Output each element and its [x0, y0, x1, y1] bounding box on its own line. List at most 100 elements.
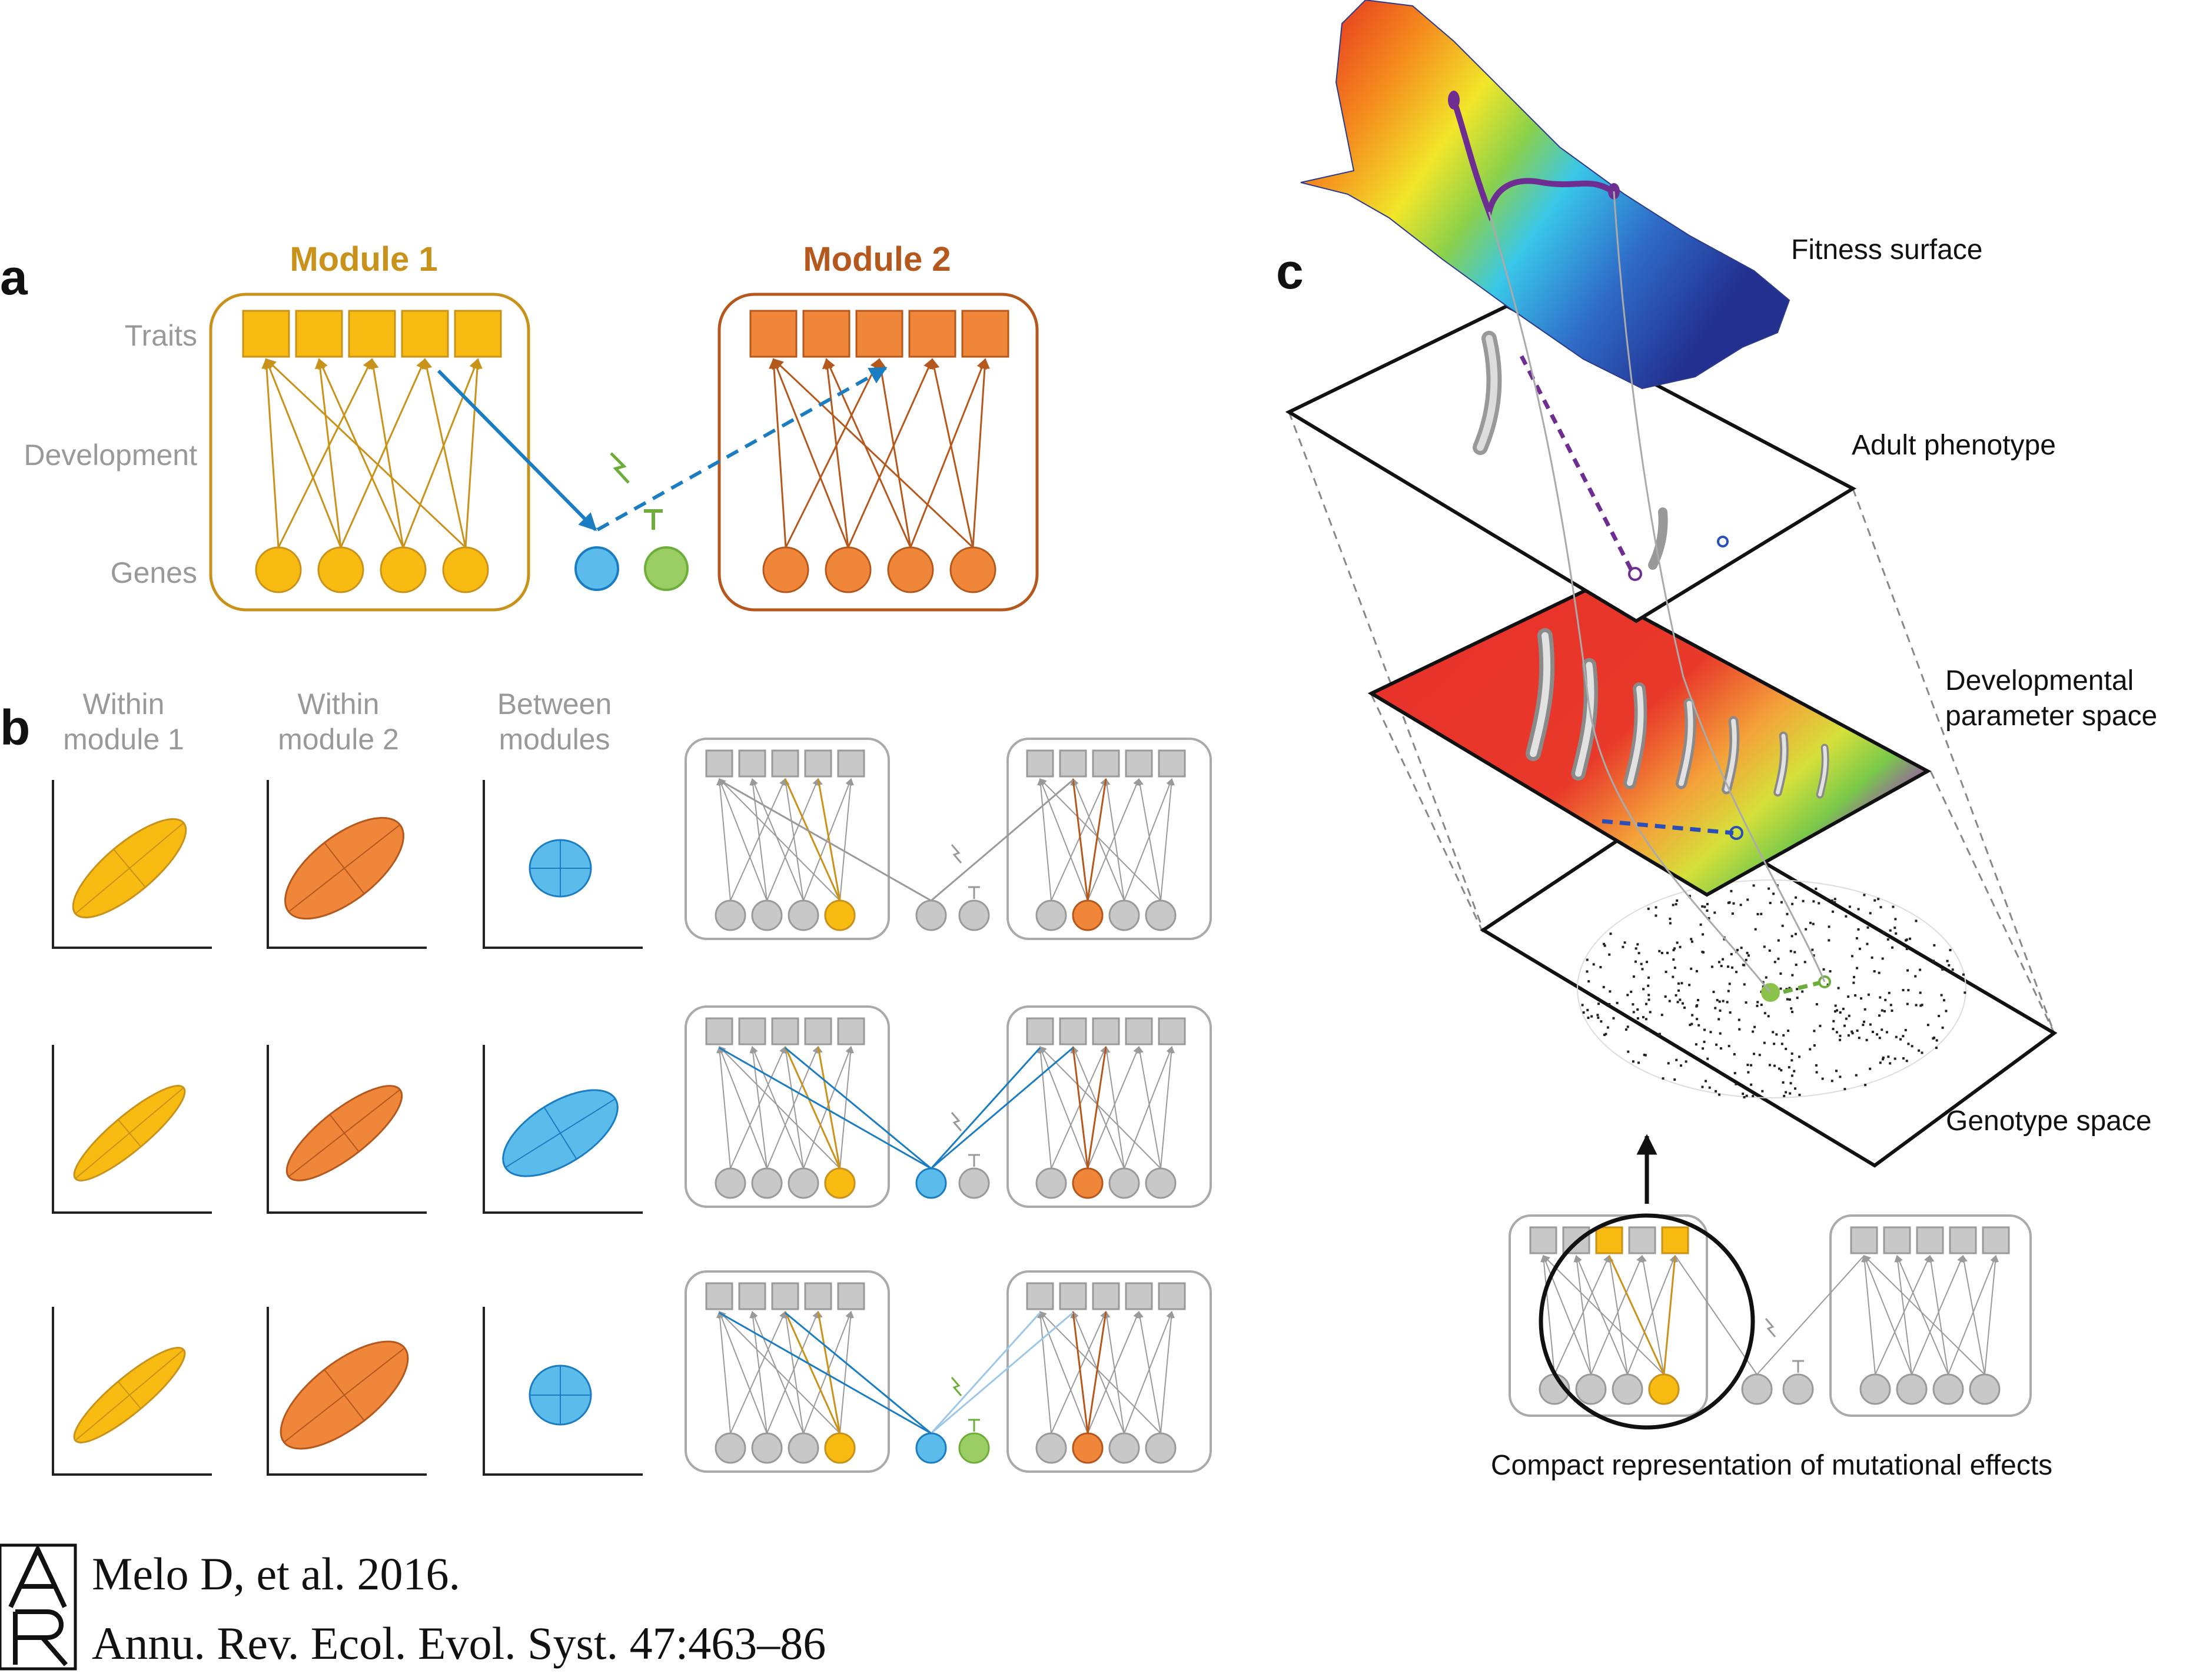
developmental-bones — [1526, 628, 1829, 799]
mini-m1-active-gene — [824, 1167, 856, 1199]
genotype-node — [1636, 1017, 1639, 1020]
ellipse-minor-axis — [324, 842, 365, 894]
genotype-node — [1773, 1042, 1776, 1045]
mini-m2-dev-arrow — [1072, 778, 1125, 901]
genotype-node — [1731, 912, 1734, 915]
mini-m1-trait-square — [771, 1017, 799, 1045]
genotype-node — [1787, 1030, 1790, 1032]
genotype-node — [1798, 1055, 1800, 1058]
genotype-node — [1733, 1053, 1736, 1056]
genotype-node — [1919, 991, 1922, 994]
genotype-node — [1851, 955, 1853, 958]
mini-m1-dev-arrow — [719, 778, 840, 901]
genotype-node — [1851, 1032, 1854, 1035]
mini-m1-dev-arrow — [749, 1310, 768, 1434]
genotype-node — [1677, 989, 1680, 992]
ellipse-minor-axis — [113, 849, 146, 888]
genotype-node — [1904, 1028, 1907, 1031]
compact-highlight — [1663, 1255, 1676, 1375]
module1-gene-circle — [255, 546, 302, 593]
genotype-node — [1642, 1015, 1645, 1018]
mini-m1-highlight — [784, 1046, 841, 1169]
genotype-node — [1772, 892, 1775, 895]
genotype-node — [1756, 1001, 1759, 1004]
genotype-node — [1915, 1004, 1918, 1007]
genotype-node — [1883, 1010, 1886, 1012]
genotype-node — [1768, 1064, 1771, 1067]
genotype-node — [1796, 988, 1799, 991]
genotype-node — [1660, 1014, 1663, 1017]
module1-gene-circle — [442, 546, 489, 593]
mini-m2-highlight — [1087, 778, 1107, 901]
genotype-node — [1921, 1051, 1923, 1054]
compact-between-link — [1756, 1255, 1865, 1375]
compact-m1-gene-circle — [1612, 1373, 1643, 1405]
genotype-node — [1866, 926, 1869, 929]
col3-head-line2: modules — [499, 723, 610, 756]
genotype-node — [1669, 922, 1672, 925]
module1-dev-arrow — [264, 358, 342, 548]
genotype-node — [1672, 958, 1675, 961]
genotype-node — [1847, 1034, 1850, 1037]
genotype-node — [1727, 990, 1730, 992]
genotype-node — [1941, 1026, 1944, 1029]
phenotype-bone-small — [1648, 507, 1668, 570]
genotype-node — [1756, 1004, 1759, 1007]
mini-m2-dev-arrow — [1037, 1310, 1052, 1434]
genotype-node — [1689, 1024, 1692, 1027]
genotype-node — [1857, 928, 1860, 931]
genotype-node — [1727, 901, 1730, 904]
genotype-node — [1803, 961, 1806, 964]
genotype-node — [1709, 1031, 1712, 1034]
genotype-node — [1623, 941, 1626, 944]
mini-m2-dev-arrow — [1103, 778, 1125, 901]
genotype-node — [1767, 1015, 1770, 1018]
mini-m1-active-gene — [824, 899, 856, 931]
genotype-node — [1839, 1075, 1842, 1078]
genotype-node — [1701, 905, 1704, 908]
genotype-node — [1856, 1029, 1859, 1032]
genes-label: Genes — [111, 556, 197, 589]
mini-inhibition-icon — [968, 886, 980, 899]
mini-m1-trait-square — [771, 1282, 799, 1310]
genotype-node — [1888, 991, 1891, 994]
genotype-node — [1785, 1047, 1788, 1050]
mini-between-link — [931, 1312, 1074, 1435]
genotype-node — [1889, 1004, 1892, 1007]
genotype-node — [1753, 1025, 1756, 1028]
mini-network-row — [685, 1270, 1212, 1473]
covariance-ellipse — [280, 1340, 409, 1450]
genotype-node — [1738, 1028, 1741, 1031]
mini-m1-dev-arrow — [803, 1045, 852, 1169]
compact-active-trait — [1595, 1226, 1623, 1254]
genotype-node — [1869, 912, 1872, 915]
genotype-node — [1871, 956, 1873, 959]
genotype-node — [1690, 1022, 1693, 1025]
genotype-node — [1729, 1011, 1732, 1014]
mini-m1-dev-arrow — [730, 778, 786, 901]
compact-m1-dev-arrow — [1575, 1254, 1628, 1375]
genotype-node — [1812, 922, 1815, 925]
genotype-node — [1941, 968, 1944, 971]
genotype-node — [1683, 1006, 1686, 1009]
genotype-node — [1813, 1030, 1816, 1032]
mini-network-row — [685, 1005, 1212, 1208]
genotype-node — [1665, 971, 1667, 974]
mini-m2-dev-arrow — [1037, 1045, 1052, 1169]
genotype-node — [1798, 1094, 1801, 1097]
mini-m2-dev-arrow — [1136, 1045, 1161, 1169]
mini-m2-dev-arrow — [1051, 1310, 1107, 1434]
genotype-node — [1697, 1024, 1700, 1027]
mini-between-link — [930, 1312, 1041, 1435]
genotype-node — [1742, 1093, 1745, 1095]
citation-line2: Annu. Rev. Ecol. Evol. Syst. 47:463–86 — [92, 1618, 826, 1669]
genotype-node — [1603, 942, 1606, 945]
mini-m2-highlight — [1087, 1311, 1107, 1434]
covariance-ellipse — [72, 818, 187, 919]
panel-a: a Module 1 Module 2 Traits Development G… — [0, 240, 1039, 612]
genotype-node — [1779, 987, 1782, 990]
genotype-node — [1778, 1067, 1780, 1070]
module2-trait-square — [802, 310, 851, 358]
citation-line1: Melo D, et al. 2016. — [92, 1548, 460, 1599]
genotype-node — [1722, 958, 1725, 961]
